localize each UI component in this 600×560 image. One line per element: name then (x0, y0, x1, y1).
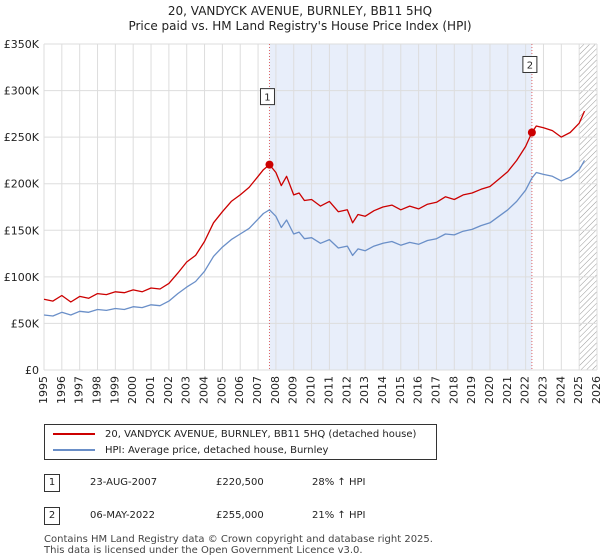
legend-label-hpi: HPI: Average price, detached house, Burn… (105, 445, 329, 456)
x-tick-label: 2022 (519, 376, 532, 404)
y-tick-label: £50K (11, 317, 40, 330)
x-tick-label: 1999 (108, 376, 121, 404)
sale-point (265, 160, 274, 169)
x-tick-label: 2001 (144, 376, 157, 404)
x-tick-label: 2008 (269, 376, 282, 404)
x-tick-label: 2013 (358, 376, 371, 404)
y-tick-label: £100K (4, 271, 40, 284)
x-tick-label: 2021 (501, 376, 514, 404)
x-tick-label: 2007 (251, 376, 264, 404)
x-tick-label: 1997 (73, 376, 86, 404)
x-tick-label: 2006 (233, 376, 246, 404)
price-chart: 1 2 £0 £50K £100K £150K £200K £250K £300K £350K 1… (4, 38, 600, 404)
transaction-price: £220,500 (216, 477, 264, 488)
transaction-price: £255,000 (216, 510, 264, 521)
y-tick-label: £0 (25, 364, 39, 377)
x-tick-label: 2014 (376, 376, 389, 404)
sale-label-box (522, 55, 538, 73)
x-tick-label: 2010 (305, 376, 318, 404)
transaction-number: 2 (44, 507, 60, 525)
x-tick-label: 2017 (429, 376, 442, 404)
legend-label-property: 20, VANDYCK AVENUE, BURNLEY, BB11 5HQ (d… (105, 429, 417, 440)
transaction-hpi-diff: 21% ↑ HPI (312, 510, 366, 521)
footer-licence: This data is licensed under the Open Gov… (44, 545, 363, 556)
y-tick-label: £200K (4, 178, 40, 191)
forecast-hatch (579, 44, 597, 370)
transaction-date: 23-AUG-2007 (90, 477, 158, 488)
legend-swatch-hpi (53, 449, 95, 451)
x-tick-label: 2003 (180, 376, 193, 404)
chart-subtitle: Price paid vs. HM Land Registry's House … (128, 19, 472, 33)
x-tick-label: 2015 (394, 376, 407, 404)
x-tick-label: 2004 (198, 376, 211, 404)
x-tick-label: 2024 (554, 376, 567, 404)
hpi-line (43, 160, 586, 317)
legend: 20, VANDYCK AVENUE, BURNLEY, BB11 5HQ (d… (44, 424, 437, 460)
x-tick-label: 2026 (590, 376, 600, 404)
x-tick-label: 1998 (91, 376, 104, 404)
footer-copyright: Contains HM Land Registry data © Crown c… (44, 534, 433, 545)
y-tick-label: £350K (4, 38, 40, 51)
y-tick-label: £150K (4, 224, 40, 237)
y-tick-label: £300K (4, 85, 40, 98)
y-tick-label: £250K (4, 131, 40, 144)
x-tick-label: 2018 (447, 376, 460, 404)
x-tick-label: 1995 (37, 376, 50, 404)
x-tick-label: 2005 (215, 376, 228, 404)
sale-point (527, 128, 536, 137)
sale-label: 1 (264, 93, 270, 104)
x-tick-label: 2016 (412, 376, 425, 404)
transaction-number: 1 (44, 474, 60, 492)
x-tick-label: 2020 (483, 376, 496, 404)
x-tick-label: 2012 (340, 376, 353, 404)
sale-label-box (259, 88, 275, 106)
x-tick-label: 2009 (287, 376, 300, 404)
legend-item-hpi: HPI: Average price, detached house, Burn… (53, 443, 328, 459)
chart-title: 20, VANDYCK AVENUE, BURNLEY, BB11 5HQ (167, 4, 433, 18)
transaction-hpi-diff: 28% ↑ HPI (312, 477, 366, 488)
x-tick-label: 2023 (536, 376, 549, 404)
x-tick-label: 2002 (162, 376, 175, 404)
property-price-line (43, 110, 586, 303)
transaction-date: 06-MAY-2022 (90, 510, 156, 521)
legend-swatch-property (53, 433, 95, 435)
x-tick-label: 2025 (572, 376, 585, 404)
x-tick-label: 2011 (322, 376, 335, 404)
x-tick-label: 2000 (126, 376, 139, 404)
legend-item-property: 20, VANDYCK AVENUE, BURNLEY, BB11 5HQ (d… (53, 427, 416, 443)
sale-label: 2 (527, 60, 533, 71)
x-tick-label: 2019 (465, 376, 478, 404)
x-tick-label: 1996 (55, 376, 68, 404)
